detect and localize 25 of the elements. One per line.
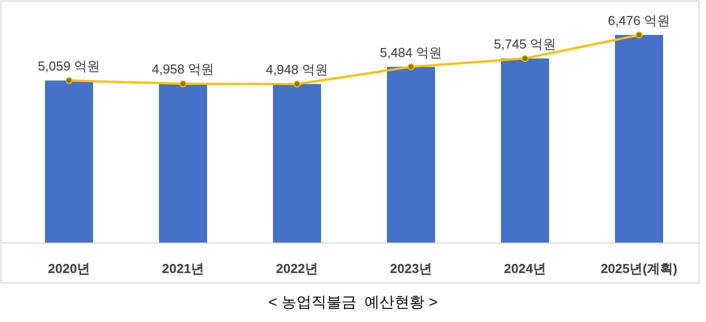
- data-label: 5,745 억원: [494, 36, 556, 52]
- point: [294, 80, 300, 88]
- point: [180, 80, 186, 88]
- x-tick-label: 2022년: [276, 261, 318, 276]
- x-tick-label: 2025년(계획): [600, 261, 678, 276]
- data-label: 4,958 억원: [152, 62, 214, 77]
- bar: [45, 80, 93, 243]
- data-label: 4,948 억원: [266, 62, 328, 78]
- data-label: 5,059 억원: [38, 58, 100, 74]
- bar: [615, 34, 663, 243]
- point: [522, 54, 528, 62]
- x-tick-label: 2021년: [162, 261, 204, 276]
- bar: [501, 58, 549, 243]
- point: [636, 31, 642, 38]
- point: [66, 76, 72, 84]
- text: < 농업직불금 예산현황 >: [268, 294, 438, 311]
- x-tick-label: 2023년: [390, 261, 432, 276]
- data-label: 5,484 억원: [380, 44, 442, 60]
- bar: [159, 84, 207, 243]
- x-tick-label: 2024년: [504, 261, 546, 276]
- x-tick-label: 2020년: [48, 261, 90, 276]
- point: [408, 63, 414, 70]
- data-label: 6,476 억원: [608, 12, 670, 28]
- bar: [387, 66, 435, 243]
- bar: [273, 84, 321, 243]
